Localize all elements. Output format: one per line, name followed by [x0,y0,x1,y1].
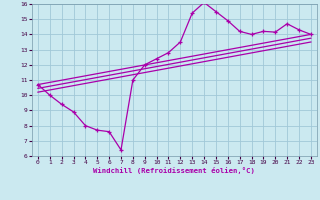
X-axis label: Windchill (Refroidissement éolien,°C): Windchill (Refroidissement éolien,°C) [93,167,255,174]
